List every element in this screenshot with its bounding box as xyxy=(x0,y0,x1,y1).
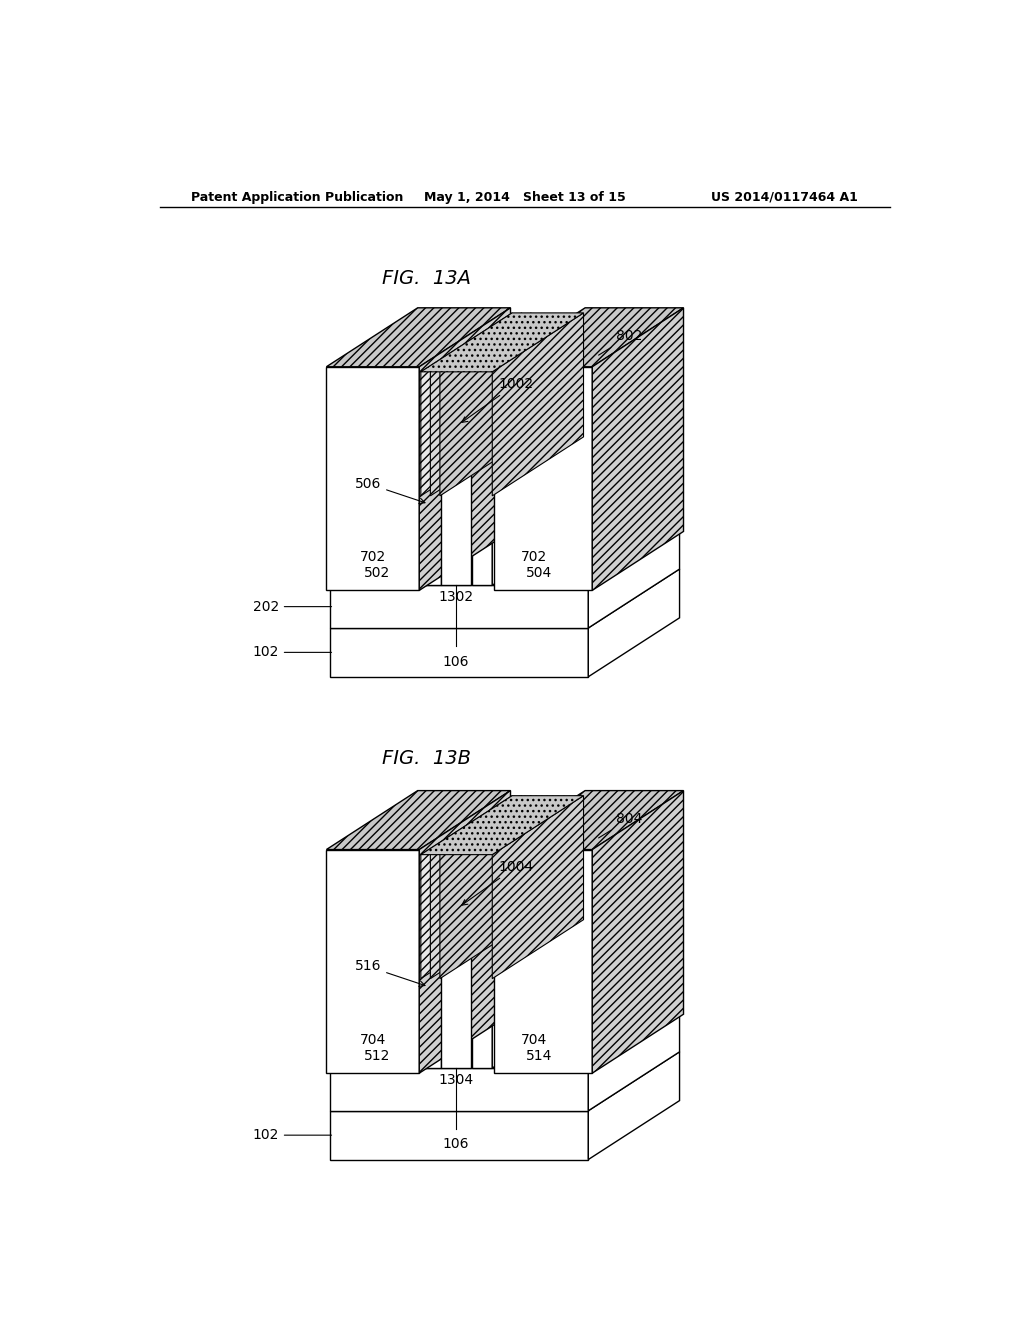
Text: 106: 106 xyxy=(443,1138,469,1151)
Text: 106: 106 xyxy=(443,655,469,668)
Polygon shape xyxy=(430,796,521,978)
Text: 102: 102 xyxy=(252,1129,332,1142)
Polygon shape xyxy=(331,1008,680,1068)
Polygon shape xyxy=(472,470,528,494)
Text: 1004: 1004 xyxy=(462,859,534,906)
Polygon shape xyxy=(331,628,588,677)
Polygon shape xyxy=(493,470,528,585)
Text: 704: 704 xyxy=(521,1034,547,1047)
Polygon shape xyxy=(588,527,680,628)
Polygon shape xyxy=(421,313,584,372)
Polygon shape xyxy=(588,1052,680,1159)
Polygon shape xyxy=(430,313,521,496)
Polygon shape xyxy=(494,529,585,585)
Text: Patent Application Publication: Patent Application Publication xyxy=(191,190,403,203)
Text: FIG.  13A: FIG. 13A xyxy=(382,269,471,288)
Polygon shape xyxy=(421,796,512,978)
Polygon shape xyxy=(419,791,511,1073)
Polygon shape xyxy=(327,791,511,850)
Polygon shape xyxy=(327,850,419,1073)
Polygon shape xyxy=(588,569,680,677)
Polygon shape xyxy=(440,313,531,496)
Polygon shape xyxy=(494,496,635,529)
Polygon shape xyxy=(585,496,635,585)
Text: 702: 702 xyxy=(521,550,547,565)
Polygon shape xyxy=(334,496,470,529)
Polygon shape xyxy=(440,796,531,978)
Text: 502: 502 xyxy=(365,566,390,579)
Text: FIG.  13B: FIG. 13B xyxy=(382,748,471,767)
Polygon shape xyxy=(331,569,680,628)
Text: May 1, 2014   Sheet 13 of 15: May 1, 2014 Sheet 13 of 15 xyxy=(424,190,626,203)
Polygon shape xyxy=(441,411,499,428)
Polygon shape xyxy=(421,953,477,977)
Polygon shape xyxy=(419,308,511,590)
Polygon shape xyxy=(494,1012,585,1068)
Polygon shape xyxy=(331,1110,588,1159)
Text: 202: 202 xyxy=(253,599,332,614)
Polygon shape xyxy=(472,494,493,585)
Polygon shape xyxy=(493,953,528,1068)
Text: 512: 512 xyxy=(364,1049,390,1063)
Polygon shape xyxy=(441,892,499,911)
Polygon shape xyxy=(588,1008,680,1110)
Polygon shape xyxy=(494,791,684,850)
Text: 102: 102 xyxy=(252,645,332,660)
Polygon shape xyxy=(421,313,512,496)
Polygon shape xyxy=(592,308,684,590)
Polygon shape xyxy=(334,979,470,1012)
Polygon shape xyxy=(331,1052,680,1110)
Text: 802: 802 xyxy=(599,329,642,355)
Polygon shape xyxy=(585,979,635,1068)
Polygon shape xyxy=(421,494,440,585)
Polygon shape xyxy=(334,529,420,585)
Text: 704: 704 xyxy=(359,1034,386,1047)
Polygon shape xyxy=(421,796,584,854)
Polygon shape xyxy=(331,527,680,585)
Polygon shape xyxy=(494,850,592,1073)
Polygon shape xyxy=(472,977,493,1068)
Text: 702: 702 xyxy=(359,550,386,565)
Text: US 2014/0117464 A1: US 2014/0117464 A1 xyxy=(712,190,858,203)
Text: 514: 514 xyxy=(525,1049,552,1063)
Polygon shape xyxy=(441,428,471,585)
Text: 804: 804 xyxy=(599,812,642,838)
Text: 1002: 1002 xyxy=(462,378,534,422)
Polygon shape xyxy=(493,796,584,978)
Polygon shape xyxy=(494,367,592,590)
Text: 1302: 1302 xyxy=(438,590,474,605)
Polygon shape xyxy=(472,953,528,977)
Polygon shape xyxy=(592,791,684,1073)
Polygon shape xyxy=(494,308,684,367)
Text: 504: 504 xyxy=(525,566,552,579)
Polygon shape xyxy=(441,911,471,1068)
Polygon shape xyxy=(421,977,440,1068)
Text: 516: 516 xyxy=(354,960,425,986)
Polygon shape xyxy=(421,470,477,494)
Polygon shape xyxy=(493,313,584,496)
Polygon shape xyxy=(331,585,588,628)
Polygon shape xyxy=(331,1068,588,1110)
Polygon shape xyxy=(327,367,419,590)
Polygon shape xyxy=(327,308,511,367)
Polygon shape xyxy=(334,1012,420,1068)
Polygon shape xyxy=(494,979,635,1012)
Text: 1304: 1304 xyxy=(438,1073,474,1088)
Text: 506: 506 xyxy=(354,477,425,503)
